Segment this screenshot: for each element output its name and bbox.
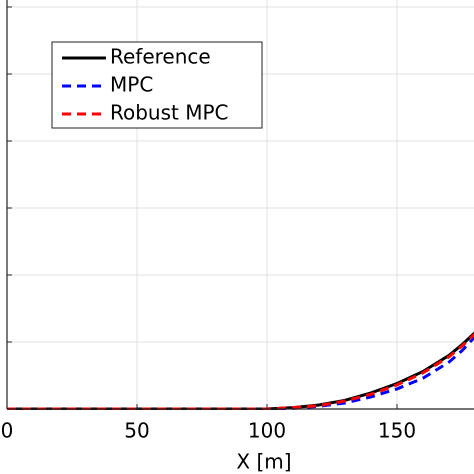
x-tick-label: 150 [378, 419, 416, 443]
legend-label: MPC [110, 73, 153, 97]
legend: Reference MPC Robust MPC [51, 41, 263, 129]
series-line [7, 331, 474, 410]
x-tick-label: 50 [124, 419, 149, 443]
x-tick-label: 100 [248, 419, 286, 443]
plot-area [7, 331, 474, 410]
legend-label: Reference [110, 45, 211, 69]
legend-label: Robust MPC [110, 101, 229, 125]
series-line [7, 332, 474, 410]
x-axis-label: X [m] [236, 450, 291, 474]
series-line [7, 335, 474, 410]
legend-box [51, 41, 263, 129]
x-tick-label: 0 [1, 419, 14, 443]
